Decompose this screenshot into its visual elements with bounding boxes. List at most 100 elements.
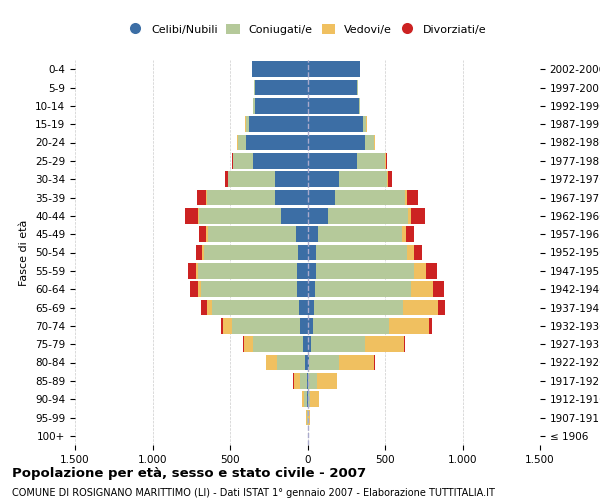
- Bar: [233, 153, 253, 168]
- Bar: [296, 226, 308, 242]
- Legend: Celibi/Nubili, Coniugati/e, Vedovi/e, Divorziati/e: Celibi/Nubili, Coniugati/e, Vedovi/e, Di…: [124, 20, 491, 39]
- Bar: [308, 134, 365, 150]
- Bar: [407, 190, 418, 206]
- Bar: [364, 116, 367, 132]
- Bar: [439, 300, 445, 316]
- Bar: [413, 263, 426, 278]
- Bar: [232, 153, 233, 168]
- Bar: [198, 263, 298, 278]
- Bar: [208, 226, 296, 242]
- Bar: [407, 244, 413, 260]
- Bar: [199, 226, 206, 242]
- Bar: [212, 300, 299, 316]
- Bar: [207, 300, 212, 316]
- Bar: [308, 318, 313, 334]
- Bar: [338, 172, 386, 187]
- Bar: [185, 208, 198, 224]
- Bar: [426, 263, 437, 278]
- Bar: [308, 153, 357, 168]
- Bar: [405, 190, 407, 206]
- Bar: [308, 208, 328, 224]
- Bar: [223, 318, 232, 334]
- Text: Popolazione per età, sesso e stato civile - 2007: Popolazione per età, sesso e stato civil…: [12, 468, 366, 480]
- Bar: [255, 98, 308, 114]
- Bar: [245, 134, 308, 150]
- Bar: [196, 244, 202, 260]
- Bar: [245, 116, 248, 132]
- Bar: [229, 172, 275, 187]
- Bar: [309, 354, 338, 370]
- Bar: [188, 263, 196, 278]
- Bar: [277, 354, 305, 370]
- Bar: [308, 98, 359, 114]
- Bar: [254, 80, 255, 96]
- Y-axis label: Fasce di età: Fasce di età: [19, 220, 29, 286]
- Bar: [190, 282, 198, 297]
- Bar: [357, 80, 358, 96]
- Bar: [386, 153, 388, 168]
- Bar: [413, 244, 422, 260]
- Bar: [357, 153, 385, 168]
- Bar: [335, 190, 405, 206]
- Bar: [298, 244, 308, 260]
- Bar: [207, 190, 275, 206]
- Bar: [307, 410, 308, 426]
- Bar: [308, 62, 360, 77]
- Bar: [300, 373, 307, 388]
- Bar: [308, 263, 316, 278]
- Bar: [253, 153, 308, 168]
- Bar: [374, 134, 376, 150]
- Bar: [403, 300, 439, 316]
- Bar: [308, 244, 316, 260]
- Bar: [359, 98, 360, 114]
- Bar: [253, 336, 303, 352]
- Bar: [308, 373, 317, 388]
- Bar: [429, 318, 431, 334]
- Bar: [412, 282, 433, 297]
- Bar: [202, 244, 203, 260]
- Bar: [308, 300, 314, 316]
- Bar: [300, 318, 308, 334]
- Bar: [316, 263, 413, 278]
- Bar: [302, 392, 304, 407]
- Bar: [315, 282, 412, 297]
- Bar: [316, 244, 407, 260]
- Bar: [317, 373, 337, 388]
- Bar: [412, 208, 425, 224]
- Bar: [308, 172, 338, 187]
- Bar: [238, 134, 245, 150]
- Bar: [308, 336, 311, 352]
- Bar: [199, 208, 281, 224]
- Bar: [196, 263, 198, 278]
- Bar: [319, 226, 402, 242]
- Bar: [308, 116, 364, 132]
- Bar: [406, 226, 413, 242]
- Bar: [202, 300, 207, 316]
- Bar: [307, 373, 308, 388]
- Bar: [308, 354, 309, 370]
- Bar: [314, 300, 403, 316]
- Bar: [433, 282, 444, 297]
- Bar: [386, 172, 388, 187]
- Bar: [236, 134, 238, 150]
- Bar: [206, 190, 207, 206]
- Bar: [206, 226, 208, 242]
- Bar: [293, 373, 300, 388]
- Bar: [385, 153, 386, 168]
- Bar: [298, 282, 308, 297]
- Bar: [338, 354, 374, 370]
- Bar: [266, 354, 277, 370]
- Bar: [197, 190, 206, 206]
- Bar: [275, 172, 308, 187]
- Bar: [389, 318, 429, 334]
- Bar: [299, 300, 308, 316]
- Bar: [308, 226, 319, 242]
- Bar: [308, 392, 310, 407]
- Bar: [198, 208, 199, 224]
- Bar: [298, 263, 308, 278]
- Bar: [252, 62, 308, 77]
- Bar: [308, 80, 357, 96]
- Bar: [198, 282, 202, 297]
- Bar: [243, 336, 244, 352]
- Bar: [305, 354, 308, 370]
